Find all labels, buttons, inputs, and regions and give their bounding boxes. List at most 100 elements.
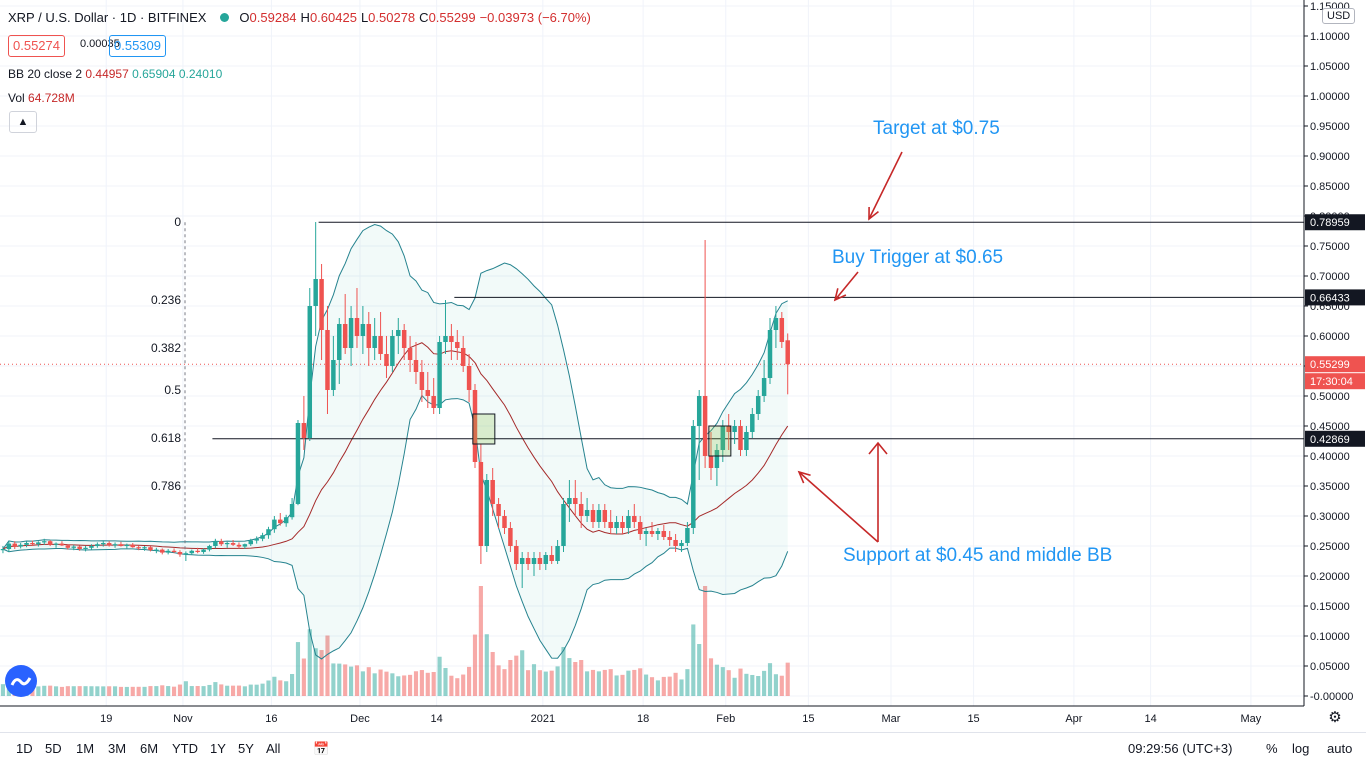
- range-5d[interactable]: 5D: [45, 741, 62, 756]
- volume-bar: [112, 686, 118, 696]
- candle-body: [307, 306, 313, 438]
- candle-body: [130, 544, 136, 548]
- price-tick-label: 0.95000: [1310, 121, 1350, 133]
- candle-body: [496, 504, 501, 516]
- candle-body: [71, 546, 76, 548]
- price-tick-label: 0.45000: [1310, 421, 1350, 433]
- volume-bar: [767, 663, 773, 696]
- sell-button[interactable]: 0.55274: [8, 35, 65, 57]
- target-arrow: [868, 151, 903, 220]
- volume-bar: [537, 670, 542, 696]
- range-3m[interactable]: 3M: [108, 741, 127, 756]
- last-price-label-bg: [1305, 356, 1365, 373]
- candlestick-series[interactable]: [0, 222, 790, 588]
- volume-bar: [549, 670, 554, 696]
- volume-bar: [496, 665, 501, 696]
- range-1d[interactable]: 1D: [16, 741, 33, 756]
- volume-bar: [42, 685, 47, 696]
- candle-body: [230, 543, 236, 545]
- volume-bar: [585, 671, 590, 696]
- volume-bar: [596, 671, 601, 696]
- chevron-up-icon[interactable]: ▲: [9, 111, 37, 133]
- price-tick-label: 0.90000: [1310, 151, 1350, 163]
- volume-bar: [419, 670, 424, 696]
- time-tick-label: 15: [967, 713, 979, 725]
- volume-bar: [632, 669, 637, 696]
- log-toggle[interactable]: log: [1292, 741, 1310, 756]
- range-all[interactable]: All: [266, 741, 281, 756]
- volume-bar: [726, 670, 731, 696]
- candle-body: [543, 555, 549, 564]
- candle-body: [602, 510, 608, 522]
- volume-bar: [360, 671, 365, 696]
- volume-bar: [343, 664, 348, 696]
- volume-bar: [679, 679, 684, 696]
- price-tick-label: 1.05000: [1310, 61, 1350, 73]
- highlight-box: [472, 413, 496, 445]
- candle-body: [525, 558, 531, 564]
- candle-body: [449, 336, 454, 342]
- volume-bar: [183, 681, 188, 696]
- volume-bar: [714, 664, 719, 696]
- time-axis[interactable]: 19 Nov 16 Dec 14 2021 18 Feb 15 Mar 15 Apr 14 May: [0, 705, 1304, 725]
- fib-level-label: 0.236: [151, 293, 181, 307]
- range-6m[interactable]: 6M: [140, 741, 159, 756]
- symbol-title[interactable]: XRP / U.S. Dollar · 1D · BITFINEX: [8, 10, 207, 25]
- time-tick-label: 18: [637, 713, 649, 725]
- price-tick-label: 0.85000: [1310, 181, 1350, 193]
- range-1y[interactable]: 1Y: [210, 741, 226, 756]
- auto-toggle[interactable]: auto: [1327, 741, 1353, 756]
- bb-legend[interactable]: BB 20 close 2 0.44957 0.65904 0.24010: [8, 67, 222, 81]
- range-1m[interactable]: 1M: [76, 741, 95, 756]
- hline-price-label: 0.42869: [1310, 434, 1350, 446]
- range-ytd[interactable]: YTD: [172, 741, 198, 756]
- time-tick-label: 2021: [531, 713, 555, 725]
- volume-bar: [195, 686, 200, 696]
- gear-icon[interactable]: ⚙: [1328, 709, 1342, 726]
- candle-body: [342, 324, 348, 348]
- fib-level-label: 0.5: [164, 383, 181, 397]
- candle-body: [101, 543, 106, 545]
- percent-toggle[interactable]: %: [1266, 741, 1278, 756]
- calendar-icon[interactable]: 📅: [313, 741, 330, 756]
- volume-bar: [71, 686, 76, 696]
- candle-body: [136, 547, 141, 549]
- volume-bar: [390, 673, 395, 696]
- volume-bar: [248, 684, 253, 696]
- candle-body: [378, 336, 383, 354]
- candle-body: [319, 279, 324, 330]
- candle-body: [390, 336, 395, 366]
- volume-bar: [555, 666, 560, 696]
- volume-bar: [590, 669, 596, 696]
- candle-body: [431, 396, 436, 408]
- time-tick-label: May: [1241, 713, 1262, 725]
- candle-body: [484, 480, 490, 546]
- candle-body: [773, 318, 779, 330]
- volume-legend[interactable]: Vol 64.728M: [8, 91, 75, 105]
- volume-bar: [449, 675, 454, 696]
- volume-bar: [166, 686, 171, 696]
- candle-body: [354, 318, 360, 336]
- volume-bar: [59, 686, 65, 696]
- candle-body: [171, 550, 177, 552]
- volume-bar: [301, 658, 306, 696]
- clock-readout[interactable]: 09:29:56 (UTC+3): [1128, 741, 1233, 756]
- volume-bar: [396, 676, 401, 696]
- range-5y[interactable]: 5Y: [238, 741, 254, 756]
- buy-button[interactable]: 0.55309: [109, 35, 166, 57]
- candle-body: [266, 529, 271, 536]
- candle-body: [714, 450, 720, 468]
- candle-body: [466, 366, 472, 390]
- volume-bar: [0, 684, 6, 696]
- candle-body: [637, 522, 643, 534]
- volume-bar: [531, 664, 537, 696]
- candle-body: [0, 549, 6, 551]
- currency-button[interactable]: USD: [1322, 8, 1356, 24]
- tradingview-logo-icon[interactable]: [5, 665, 37, 697]
- price-tick-label: 0.25000: [1310, 541, 1350, 553]
- candle-body: [407, 348, 413, 360]
- volume-bar: [579, 660, 584, 696]
- volume-bar: [455, 678, 460, 696]
- candle-body: [696, 396, 702, 426]
